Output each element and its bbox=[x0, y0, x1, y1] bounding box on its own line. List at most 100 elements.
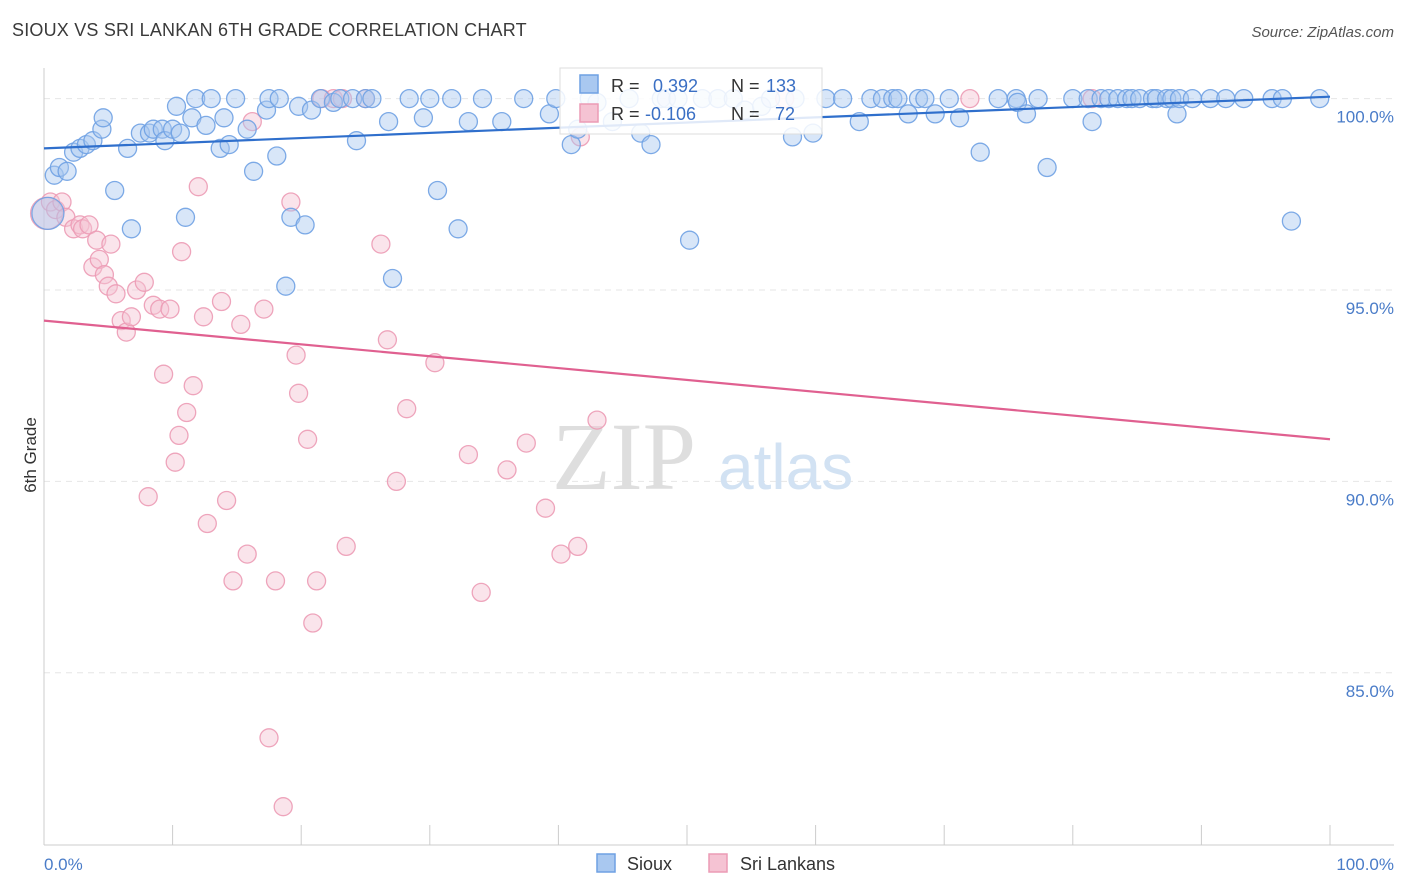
point-sri-lankans-16 bbox=[111, 310, 131, 331]
point-sri-lankans-47 bbox=[297, 429, 318, 449]
point-sioux-50 bbox=[399, 88, 419, 109]
point-sioux-57 bbox=[472, 88, 493, 109]
stats-r-label-sioux: R = bbox=[611, 76, 640, 96]
point-sri-lankans-23 bbox=[150, 299, 170, 319]
trend-line-sri-lankans bbox=[43, 319, 1331, 441]
point-sioux-55 bbox=[448, 219, 468, 239]
point-sri-lankans-34 bbox=[211, 291, 232, 312]
point-sri-lankans-63 bbox=[516, 433, 536, 453]
point-sri-lankans-58 bbox=[397, 399, 417, 419]
y-tick-label-0: 100.0% bbox=[1336, 108, 1394, 127]
stats-r-value-sioux: 0.392 bbox=[653, 76, 698, 96]
point-sioux-110 bbox=[1122, 88, 1142, 109]
point-sioux-58 bbox=[492, 111, 512, 132]
stats-swatch-sri-lankans bbox=[579, 103, 599, 123]
point-sioux-95 bbox=[949, 108, 970, 128]
point-sioux-30 bbox=[237, 119, 257, 139]
point-sioux-51 bbox=[413, 108, 434, 128]
legend-label-sioux: Sioux bbox=[627, 854, 672, 874]
point-sri-lankans-11 bbox=[89, 249, 109, 270]
point-sioux-9 bbox=[93, 108, 113, 128]
point-sioux-85 bbox=[849, 111, 869, 132]
x-tick-label-max: 100.0% bbox=[1336, 855, 1394, 874]
point-sioux-48 bbox=[378, 111, 399, 132]
point-sri-lankans-27 bbox=[169, 425, 189, 446]
point-sioux-47 bbox=[362, 88, 382, 109]
point-sri-lankans-8 bbox=[79, 215, 99, 235]
point-sioux-39 bbox=[295, 215, 315, 235]
point-sri-lankans-45 bbox=[286, 345, 306, 365]
point-sioux-118 bbox=[1182, 88, 1203, 109]
point-sioux-33 bbox=[259, 88, 279, 109]
point-sri-lankans-56 bbox=[377, 330, 398, 350]
point-sioux-24 bbox=[196, 115, 216, 136]
point-sioux-88 bbox=[883, 88, 903, 109]
point-sri-lankans-38 bbox=[237, 544, 257, 564]
point-sri-lankans-32 bbox=[193, 307, 214, 327]
stats-r-value-sri-lankans: -0.106 bbox=[645, 104, 696, 124]
point-sri-lankans-35 bbox=[216, 490, 237, 511]
point-sioux-121 bbox=[1234, 88, 1254, 109]
point-sri-lankans-49 bbox=[306, 571, 327, 591]
chart-title: SIOUX VS SRI LANKAN 6TH GRADE CORRELATIO… bbox=[12, 20, 527, 40]
y-tick-labels: 100.0% 95.0% 90.0% 85.0% bbox=[1336, 108, 1394, 701]
point-sri-lankans-12 bbox=[94, 265, 115, 285]
point-sioux-32 bbox=[256, 100, 277, 120]
point-sri-lankans-46 bbox=[288, 383, 309, 403]
point-sri-lankans-10 bbox=[87, 230, 107, 250]
y-tick-label-3: 85.0% bbox=[1346, 682, 1394, 701]
point-sioux-120 bbox=[1216, 88, 1236, 109]
point-sri-lankans-14 bbox=[101, 234, 121, 254]
point-sioux-96 bbox=[970, 142, 990, 162]
point-sri-lankans-44 bbox=[281, 192, 301, 212]
point-sri-lankans-64 bbox=[535, 498, 556, 518]
point-sri-lankans-3 bbox=[52, 192, 72, 212]
point-sioux-102 bbox=[1037, 157, 1057, 178]
point-sri-lankans-61 bbox=[471, 582, 491, 603]
point-sioux-87 bbox=[872, 88, 893, 109]
point-sri-lankans-20 bbox=[134, 272, 154, 292]
legend-swatch-sioux bbox=[596, 853, 616, 873]
point-sri-lankans-2 bbox=[45, 199, 66, 220]
point-sri-lankans-41 bbox=[259, 728, 279, 748]
watermark: ZIP atlas bbox=[552, 403, 853, 510]
point-sioux-54 bbox=[442, 88, 462, 109]
point-sioux-0 bbox=[31, 196, 65, 231]
point-sri-lankans-36 bbox=[223, 571, 243, 591]
point-sioux-21 bbox=[175, 207, 196, 227]
point-sioux-106 bbox=[1091, 88, 1111, 109]
point-sioux-125 bbox=[1310, 88, 1330, 109]
stats-r-label-sri-lankans: R = bbox=[611, 104, 640, 124]
point-sioux-3 bbox=[57, 161, 77, 181]
point-sri-lankans-70 bbox=[960, 88, 980, 109]
point-sri-lankans-66 bbox=[568, 536, 588, 557]
data-points bbox=[29, 88, 1330, 817]
point-sioux-17 bbox=[155, 131, 175, 151]
point-sri-lankans-9 bbox=[83, 257, 103, 277]
point-sioux-34 bbox=[267, 146, 287, 166]
point-sri-lankans-60 bbox=[458, 444, 479, 465]
x-tick-labels: 0.0% 100.0% bbox=[44, 855, 1394, 874]
watermark-atlas: atlas bbox=[718, 431, 853, 503]
point-sioux-45 bbox=[346, 131, 367, 151]
point-sri-lankans-18 bbox=[121, 307, 142, 327]
point-sri-lankans-31 bbox=[188, 177, 208, 197]
point-sioux-119 bbox=[1200, 88, 1221, 109]
point-sri-lankans-40 bbox=[254, 299, 274, 319]
point-sri-lankans-28 bbox=[171, 242, 192, 262]
point-sioux-84 bbox=[832, 88, 853, 109]
point-sioux-59 bbox=[514, 88, 534, 109]
point-sioux-46 bbox=[355, 88, 376, 109]
point-sioux-35 bbox=[269, 88, 289, 109]
watermark-zip: ZIP bbox=[552, 403, 696, 510]
point-sioux-91 bbox=[908, 88, 929, 109]
legend-swatch-sri-lankans bbox=[708, 853, 728, 873]
point-sri-lankans-15 bbox=[106, 284, 126, 304]
point-sioux-12 bbox=[121, 219, 142, 239]
point-sri-lankans-19 bbox=[126, 280, 147, 300]
stats-swatch-sioux bbox=[579, 74, 599, 94]
point-sioux-73 bbox=[679, 230, 700, 250]
point-sri-lankans-33 bbox=[197, 513, 217, 534]
point-sioux-27 bbox=[214, 108, 234, 128]
